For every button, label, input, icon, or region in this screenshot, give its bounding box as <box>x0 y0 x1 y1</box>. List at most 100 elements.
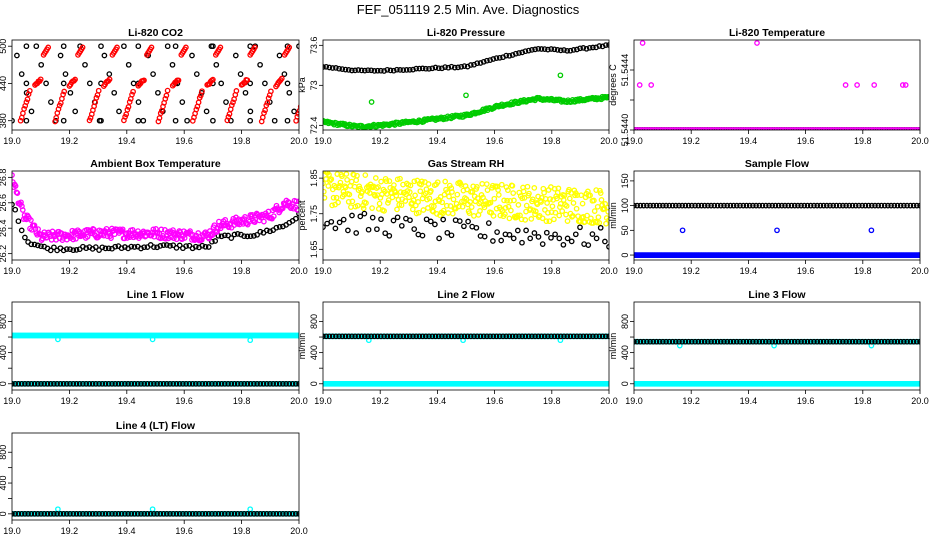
data-point <box>333 333 339 340</box>
data-point <box>263 227 270 234</box>
data-point <box>637 338 644 345</box>
data-point <box>242 89 249 96</box>
data-point <box>655 127 661 130</box>
data-point <box>363 200 369 206</box>
data-point <box>284 80 291 87</box>
data-point <box>560 241 567 248</box>
data-point <box>711 338 718 345</box>
plot-area <box>12 506 299 517</box>
data-point <box>552 231 558 238</box>
data-point <box>467 62 474 68</box>
data-point <box>717 338 724 345</box>
data-point <box>417 188 424 195</box>
data-point <box>247 108 254 115</box>
data-point <box>506 215 513 222</box>
data-point <box>583 45 590 52</box>
data-point <box>326 333 333 340</box>
data-point <box>419 65 426 72</box>
data-point <box>676 127 683 130</box>
data-point <box>807 338 814 345</box>
data-point <box>394 206 400 213</box>
data-point <box>692 338 698 345</box>
data-point <box>532 46 538 53</box>
data-point <box>865 338 872 345</box>
data-point <box>545 46 551 53</box>
y-tick-label: 1.65 <box>309 241 319 259</box>
data-point <box>792 127 798 130</box>
data-point <box>570 200 577 206</box>
data-point <box>468 204 475 210</box>
data-point <box>519 49 526 56</box>
data-point <box>125 380 131 387</box>
data-point <box>448 232 455 239</box>
data-point <box>538 333 545 340</box>
data-point <box>261 110 267 116</box>
data-point <box>419 333 426 340</box>
y-tick-label: 51.5444 <box>620 54 630 87</box>
data-point <box>15 380 22 387</box>
data-point <box>372 175 379 181</box>
data-point <box>557 72 564 79</box>
data-point <box>590 44 596 51</box>
data-point <box>231 231 238 238</box>
data-point <box>415 199 421 205</box>
data-point <box>763 127 770 130</box>
data-point <box>740 338 747 345</box>
data-point <box>368 67 375 74</box>
data-point <box>126 99 133 105</box>
data-point <box>563 203 570 209</box>
data-point <box>406 189 413 195</box>
data-point <box>273 224 280 231</box>
data-point <box>787 127 794 130</box>
data-point <box>154 510 160 517</box>
data-point <box>86 510 93 517</box>
data-point <box>196 380 202 387</box>
data-point <box>105 245 112 252</box>
data-point <box>70 380 77 387</box>
data-point <box>681 127 688 130</box>
data-point <box>732 127 738 130</box>
x-axis: 19.0 19.2 19.4 19.6 19.8 20.0 <box>314 130 618 146</box>
data-point <box>264 100 271 106</box>
data-point <box>101 52 108 59</box>
data-point <box>636 82 643 88</box>
data-point <box>192 243 199 250</box>
data-point <box>186 380 193 387</box>
data-point <box>854 82 860 88</box>
data-point <box>355 333 362 340</box>
data-point <box>343 171 350 177</box>
x-tick-label: 19.6 <box>486 136 504 146</box>
data-point <box>528 216 535 222</box>
data-point <box>543 218 550 225</box>
x-axis: 19.0 19.2 19.4 19.6 19.8 20.0 <box>314 390 618 406</box>
data-point <box>684 127 690 130</box>
data-point <box>905 127 911 130</box>
data-point <box>180 380 186 387</box>
data-point <box>577 333 583 340</box>
data-point <box>369 214 376 221</box>
data-point <box>150 71 156 77</box>
data-point <box>281 71 288 77</box>
data-point <box>323 333 326 340</box>
data-point <box>859 202 866 209</box>
data-point <box>634 202 641 209</box>
data-point <box>83 245 90 252</box>
data-point <box>541 46 548 52</box>
data-point <box>129 91 135 98</box>
data-point <box>138 510 144 517</box>
data-point <box>461 63 468 69</box>
data-point <box>567 333 574 340</box>
data-point <box>228 102 235 109</box>
data-point <box>862 338 869 345</box>
data-point <box>23 117 30 124</box>
data-point <box>455 333 461 340</box>
data-point <box>502 205 509 211</box>
data-point <box>425 181 432 187</box>
data-point <box>260 380 267 387</box>
data-point <box>653 338 660 345</box>
data-point <box>209 380 215 387</box>
data-point <box>377 333 384 340</box>
data-point <box>605 208 609 215</box>
x-tick-label: 19.2 <box>61 136 79 146</box>
